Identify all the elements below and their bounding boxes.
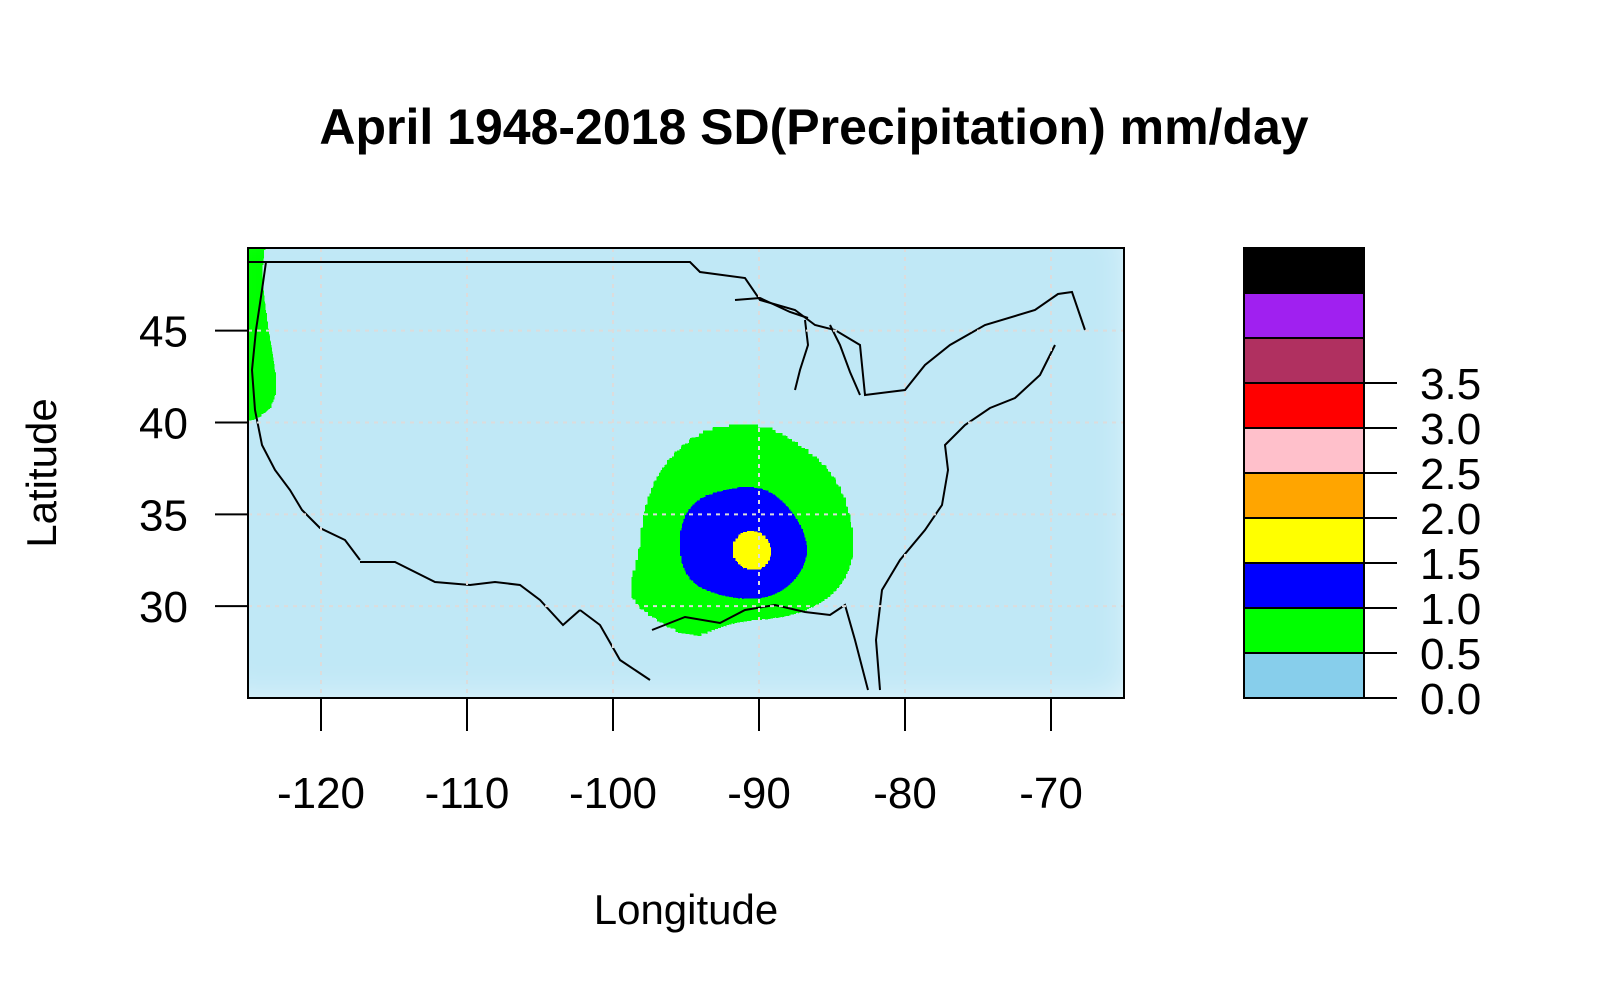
y-tick-label: 30 [139, 583, 188, 632]
legend-swatch [1243, 292, 1365, 339]
great-lakes [734, 296, 861, 396]
legend-swatch [1243, 247, 1365, 294]
x-tick-label: -100 [569, 769, 657, 818]
legend-swatch [1243, 337, 1365, 384]
y-axis: 30 35 40 45 [139, 308, 249, 632]
legend-swatch [1243, 562, 1365, 609]
x-tick-label: -80 [873, 769, 937, 818]
legend-tick-label: 3.0 [1420, 405, 1481, 454]
y-tick-label: 45 [139, 308, 188, 357]
gulf-coast [579, 603, 869, 691]
x-axis-title: Longitude [594, 886, 779, 933]
legend-tick-label: 0.0 [1420, 675, 1481, 724]
legend-tick-label: 2.5 [1420, 450, 1481, 499]
x-tick-label: -70 [1019, 769, 1083, 818]
legend-tick-label: 3.5 [1420, 360, 1481, 409]
legend-tick-label: 2.0 [1420, 495, 1481, 544]
x-axis: -120 -110 -100 -90 -80 -70 [277, 697, 1083, 818]
chart-title: April 1948-2018 SD(Precipitation) mm/day [319, 99, 1308, 155]
y-tick-label: 35 [139, 491, 188, 540]
x-tick-label: -110 [425, 769, 510, 818]
y-tick-label: 40 [139, 399, 188, 448]
legend-tick-label: 0.5 [1420, 630, 1481, 679]
legend-tick-label: 1.5 [1420, 540, 1481, 589]
coastline-borders [248, 261, 1086, 691]
legend-tick-label: 1.0 [1420, 585, 1481, 634]
legend-swatch [1243, 652, 1365, 699]
color-legend: 0.00.51.01.52.02.53.03.5 [1243, 247, 1481, 724]
heatmap-field [248, 248, 1124, 698]
us-mexico-border [360, 561, 581, 627]
east-coast [874, 344, 1056, 691]
legend-swatch [1243, 607, 1365, 654]
y-axis-title: Latitude [18, 398, 65, 547]
field-cell [1021, 612, 1124, 698]
us-canada-border [248, 261, 1086, 397]
x-tick-label: -120 [277, 769, 365, 818]
x-tick-label: -90 [727, 769, 791, 818]
west-coast [250, 261, 361, 561]
legend-swatch [1243, 472, 1365, 519]
field-cells [248, 248, 1124, 698]
legend-swatch [1243, 517, 1365, 564]
legend-swatch [1243, 427, 1365, 474]
grid-lines [248, 248, 1124, 698]
legend-swatch [1243, 382, 1365, 429]
